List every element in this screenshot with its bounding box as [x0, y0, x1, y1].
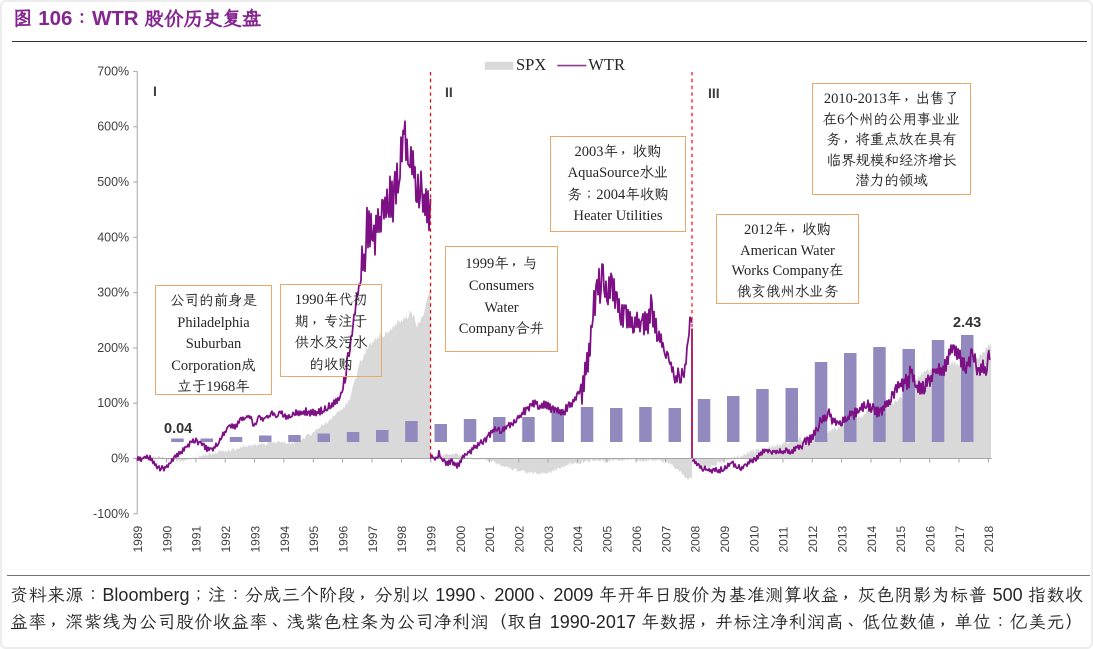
svg-text:200%: 200%	[97, 341, 129, 355]
svg-text:2017: 2017	[953, 525, 967, 552]
svg-text:2016: 2016	[924, 525, 938, 552]
svg-text:2.43: 2.43	[953, 315, 981, 331]
svg-text:0%: 0%	[111, 452, 129, 466]
svg-text:2008: 2008	[689, 525, 703, 552]
svg-text:2003: 2003	[542, 525, 556, 552]
svg-text:400%: 400%	[97, 230, 129, 244]
svg-text:1990: 1990	[160, 525, 174, 552]
svg-text:2000: 2000	[454, 525, 468, 552]
svg-text:1995: 1995	[307, 525, 321, 552]
svg-text:I: I	[153, 83, 157, 99]
svg-text:2013: 2013	[835, 525, 849, 552]
svg-text:2002: 2002	[513, 525, 527, 552]
svg-text:-100%: -100%	[93, 507, 129, 521]
svg-text:500%: 500%	[97, 175, 129, 189]
svg-text:600%: 600%	[97, 120, 129, 134]
svg-text:2007: 2007	[659, 525, 673, 552]
svg-text:2018: 2018	[982, 525, 996, 552]
svg-text:III: III	[708, 85, 720, 101]
svg-text:1996: 1996	[336, 525, 350, 552]
svg-text:WTR: WTR	[588, 55, 625, 74]
svg-text:1994: 1994	[278, 525, 292, 552]
svg-text:700%: 700%	[97, 64, 129, 78]
svg-text:1997: 1997	[366, 525, 380, 552]
svg-text:1993: 1993	[248, 525, 262, 552]
svg-text:2014: 2014	[865, 525, 879, 552]
svg-text:2015: 2015	[894, 525, 908, 552]
svg-text:0.04: 0.04	[164, 421, 192, 437]
svg-text:2001: 2001	[483, 525, 497, 552]
svg-text:2010: 2010	[747, 525, 761, 552]
svg-text:2012: 2012	[806, 525, 820, 552]
svg-text:SPX: SPX	[516, 55, 546, 74]
svg-text:300%: 300%	[97, 286, 129, 300]
svg-text:2011: 2011	[777, 526, 791, 552]
svg-text:1991: 1991	[190, 525, 204, 552]
svg-text:1992: 1992	[219, 525, 233, 552]
svg-text:2004: 2004	[571, 525, 585, 552]
svg-text:1999: 1999	[425, 525, 439, 552]
svg-text:100%: 100%	[97, 396, 129, 410]
svg-text:1998: 1998	[395, 525, 409, 552]
svg-text:2006: 2006	[630, 525, 644, 552]
svg-text:2009: 2009	[718, 525, 732, 552]
svg-text:II: II	[445, 84, 453, 100]
svg-text:1989: 1989	[131, 525, 145, 552]
svg-text:2005: 2005	[601, 525, 615, 552]
